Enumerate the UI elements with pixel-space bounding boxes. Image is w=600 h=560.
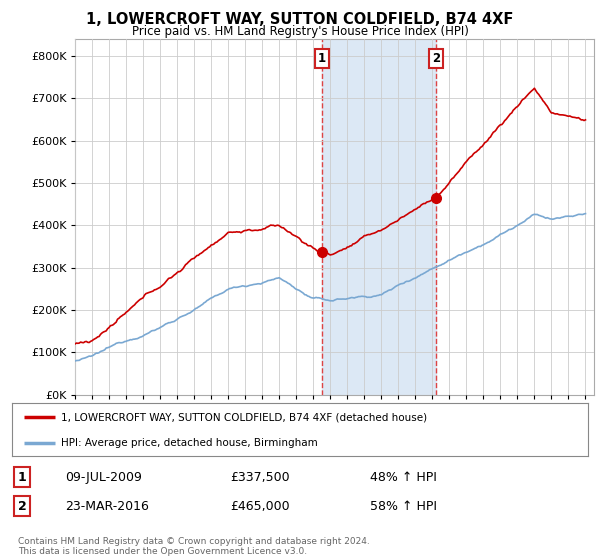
- Text: Price paid vs. HM Land Registry's House Price Index (HPI): Price paid vs. HM Land Registry's House …: [131, 25, 469, 38]
- Text: 2: 2: [17, 500, 26, 512]
- Text: £337,500: £337,500: [230, 470, 290, 484]
- Text: HPI: Average price, detached house, Birmingham: HPI: Average price, detached house, Birm…: [61, 437, 318, 447]
- Text: 1, LOWERCROFT WAY, SUTTON COLDFIELD, B74 4XF (detached house): 1, LOWERCROFT WAY, SUTTON COLDFIELD, B74…: [61, 412, 427, 422]
- Text: 23-MAR-2016: 23-MAR-2016: [65, 500, 149, 512]
- Text: 58% ↑ HPI: 58% ↑ HPI: [370, 500, 437, 512]
- Text: 48% ↑ HPI: 48% ↑ HPI: [370, 470, 437, 484]
- Text: 1: 1: [17, 470, 26, 484]
- Text: 1: 1: [318, 52, 326, 64]
- Text: 2: 2: [432, 52, 440, 64]
- Text: £465,000: £465,000: [230, 500, 290, 512]
- Text: Contains HM Land Registry data © Crown copyright and database right 2024.
This d: Contains HM Land Registry data © Crown c…: [18, 537, 370, 556]
- Bar: [322, 39, 436, 395]
- Text: 09-JUL-2009: 09-JUL-2009: [65, 470, 142, 484]
- Text: 1, LOWERCROFT WAY, SUTTON COLDFIELD, B74 4XF: 1, LOWERCROFT WAY, SUTTON COLDFIELD, B74…: [86, 12, 514, 27]
